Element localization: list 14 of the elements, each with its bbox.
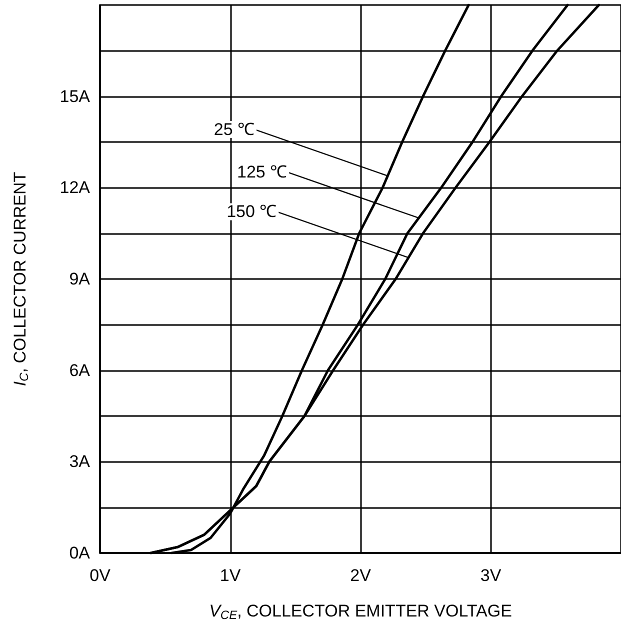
y-tick-label: 0A <box>69 544 91 562</box>
y-tick-label: 3A <box>69 452 91 472</box>
x-tick-label: 0V <box>90 566 112 585</box>
x-tick-label: 2V <box>350 566 372 585</box>
y-tick-label: 15A <box>60 86 91 106</box>
y-tick-label: 12A <box>60 178 91 198</box>
annotation: 150 ℃ <box>226 202 277 222</box>
y-tick-label: 9A <box>69 270 91 288</box>
x-tick-label: 3V <box>480 566 502 585</box>
y-axis-title: IC, COLLECTOR CURRENT <box>10 172 31 386</box>
annotation: 25 ℃ <box>214 120 255 139</box>
y-tick-label: 6A <box>69 360 91 380</box>
annotation: 125 ℃ <box>237 162 288 182</box>
x-tick-label: 1V <box>220 566 242 585</box>
